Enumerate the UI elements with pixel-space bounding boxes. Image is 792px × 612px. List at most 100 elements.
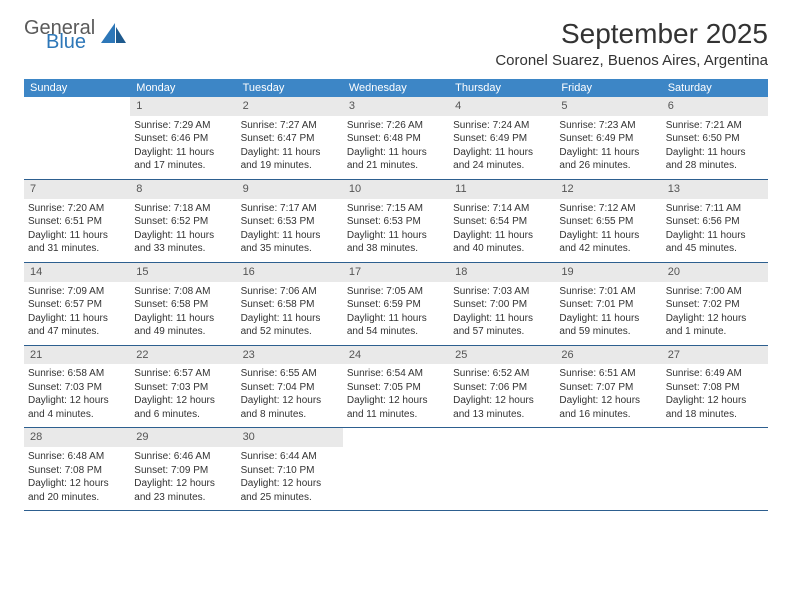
month-title: September 2025: [495, 18, 768, 50]
sunset-text: Sunset: 7:06 PM: [453, 381, 551, 395]
daylight-text: Daylight: 12 hours: [347, 394, 445, 408]
daylight-text: and 11 minutes.: [347, 408, 445, 422]
sunset-text: Sunset: 6:49 PM: [559, 132, 657, 146]
week-row: 14Sunrise: 7:09 AMSunset: 6:57 PMDayligh…: [24, 263, 768, 346]
daylight-text: Daylight: 11 hours: [347, 229, 445, 243]
sunset-text: Sunset: 7:04 PM: [241, 381, 339, 395]
week-row: 21Sunrise: 6:58 AMSunset: 7:03 PMDayligh…: [24, 346, 768, 429]
dow-cell: Wednesday: [343, 79, 449, 97]
day-number: 9: [237, 180, 343, 199]
day-cell: 8Sunrise: 7:18 AMSunset: 6:52 PMDaylight…: [130, 180, 236, 262]
day-number: 26: [555, 346, 661, 365]
daylight-text: Daylight: 12 hours: [453, 394, 551, 408]
day-cell-empty: [662, 428, 768, 510]
sunrise-text: Sunrise: 7:09 AM: [28, 285, 126, 299]
sunset-text: Sunset: 6:58 PM: [134, 298, 232, 312]
sunset-text: Sunset: 6:59 PM: [347, 298, 445, 312]
sunset-text: Sunset: 7:05 PM: [347, 381, 445, 395]
sunset-text: Sunset: 6:48 PM: [347, 132, 445, 146]
daylight-text: and 8 minutes.: [241, 408, 339, 422]
sunrise-text: Sunrise: 7:00 AM: [666, 285, 764, 299]
daylight-text: and 47 minutes.: [28, 325, 126, 339]
daylight-text: Daylight: 12 hours: [134, 394, 232, 408]
day-cell: 2Sunrise: 7:27 AMSunset: 6:47 PMDaylight…: [237, 97, 343, 179]
daylight-text: and 45 minutes.: [666, 242, 764, 256]
daylight-text: Daylight: 12 hours: [134, 477, 232, 491]
dow-cell: Thursday: [449, 79, 555, 97]
sunrise-text: Sunrise: 7:26 AM: [347, 119, 445, 133]
day-cell: 4Sunrise: 7:24 AMSunset: 6:49 PMDaylight…: [449, 97, 555, 179]
day-number: 28: [24, 428, 130, 447]
daylight-text: and 13 minutes.: [453, 408, 551, 422]
calendar-grid: SundayMondayTuesdayWednesdayThursdayFrid…: [24, 79, 768, 511]
sunrise-text: Sunrise: 6:55 AM: [241, 367, 339, 381]
day-cell: 29Sunrise: 6:46 AMSunset: 7:09 PMDayligh…: [130, 428, 236, 510]
sunset-text: Sunset: 6:57 PM: [28, 298, 126, 312]
daylight-text: and 6 minutes.: [134, 408, 232, 422]
day-number: 27: [662, 346, 768, 365]
daylight-text: Daylight: 11 hours: [241, 146, 339, 160]
day-cell: 19Sunrise: 7:01 AMSunset: 7:01 PMDayligh…: [555, 263, 661, 345]
day-number: 2: [237, 97, 343, 116]
day-number: 24: [343, 346, 449, 365]
daylight-text: Daylight: 11 hours: [347, 312, 445, 326]
day-cell: 25Sunrise: 6:52 AMSunset: 7:06 PMDayligh…: [449, 346, 555, 428]
day-number: 6: [662, 97, 768, 116]
daylight-text: and 52 minutes.: [241, 325, 339, 339]
sunrise-text: Sunrise: 6:51 AM: [559, 367, 657, 381]
day-cell: 21Sunrise: 6:58 AMSunset: 7:03 PMDayligh…: [24, 346, 130, 428]
day-cell: 24Sunrise: 6:54 AMSunset: 7:05 PMDayligh…: [343, 346, 449, 428]
sunrise-text: Sunrise: 7:14 AM: [453, 202, 551, 216]
sunrise-text: Sunrise: 7:23 AM: [559, 119, 657, 133]
day-cell: 13Sunrise: 7:11 AMSunset: 6:56 PMDayligh…: [662, 180, 768, 262]
day-cell: 15Sunrise: 7:08 AMSunset: 6:58 PMDayligh…: [130, 263, 236, 345]
logo-text-blue: Blue: [46, 32, 95, 52]
sunset-text: Sunset: 7:07 PM: [559, 381, 657, 395]
daylight-text: and 19 minutes.: [241, 159, 339, 173]
sunset-text: Sunset: 6:55 PM: [559, 215, 657, 229]
daylight-text: Daylight: 12 hours: [666, 312, 764, 326]
daylight-text: Daylight: 11 hours: [559, 312, 657, 326]
location-text: Coronel Suarez, Buenos Aires, Argentina: [495, 52, 768, 69]
daylight-text: and 17 minutes.: [134, 159, 232, 173]
day-cell: 27Sunrise: 6:49 AMSunset: 7:08 PMDayligh…: [662, 346, 768, 428]
daylight-text: and 25 minutes.: [241, 491, 339, 505]
week-row: 7Sunrise: 7:20 AMSunset: 6:51 PMDaylight…: [24, 180, 768, 263]
sunrise-text: Sunrise: 7:29 AM: [134, 119, 232, 133]
daylight-text: and 49 minutes.: [134, 325, 232, 339]
sunrise-text: Sunrise: 7:05 AM: [347, 285, 445, 299]
daylight-text: Daylight: 11 hours: [559, 229, 657, 243]
dow-cell: Friday: [555, 79, 661, 97]
daylight-text: Daylight: 12 hours: [28, 477, 126, 491]
dow-cell: Sunday: [24, 79, 130, 97]
day-number: 1: [130, 97, 236, 116]
daylight-text: and 59 minutes.: [559, 325, 657, 339]
daylight-text: Daylight: 11 hours: [453, 312, 551, 326]
sunrise-text: Sunrise: 6:57 AM: [134, 367, 232, 381]
daylight-text: and 33 minutes.: [134, 242, 232, 256]
daylight-text: and 16 minutes.: [559, 408, 657, 422]
sunrise-text: Sunrise: 7:18 AM: [134, 202, 232, 216]
sunset-text: Sunset: 6:47 PM: [241, 132, 339, 146]
title-block: September 2025 Coronel Suarez, Buenos Ai…: [495, 18, 768, 69]
daylight-text: Daylight: 12 hours: [28, 394, 126, 408]
sunset-text: Sunset: 7:10 PM: [241, 464, 339, 478]
daylight-text: Daylight: 11 hours: [134, 312, 232, 326]
sunrise-text: Sunrise: 7:01 AM: [559, 285, 657, 299]
day-cell-empty: [449, 428, 555, 510]
daylight-text: and 18 minutes.: [666, 408, 764, 422]
sunset-text: Sunset: 6:58 PM: [241, 298, 339, 312]
day-number: 18: [449, 263, 555, 282]
daylight-text: and 21 minutes.: [347, 159, 445, 173]
day-number: 11: [449, 180, 555, 199]
daylight-text: and 4 minutes.: [28, 408, 126, 422]
daylight-text: and 38 minutes.: [347, 242, 445, 256]
day-cell: 28Sunrise: 6:48 AMSunset: 7:08 PMDayligh…: [24, 428, 130, 510]
sunset-text: Sunset: 7:02 PM: [666, 298, 764, 312]
day-cell: 14Sunrise: 7:09 AMSunset: 6:57 PMDayligh…: [24, 263, 130, 345]
daylight-text: and 31 minutes.: [28, 242, 126, 256]
daylight-text: Daylight: 12 hours: [559, 394, 657, 408]
day-number: 25: [449, 346, 555, 365]
sunset-text: Sunset: 6:53 PM: [241, 215, 339, 229]
sunset-text: Sunset: 6:54 PM: [453, 215, 551, 229]
